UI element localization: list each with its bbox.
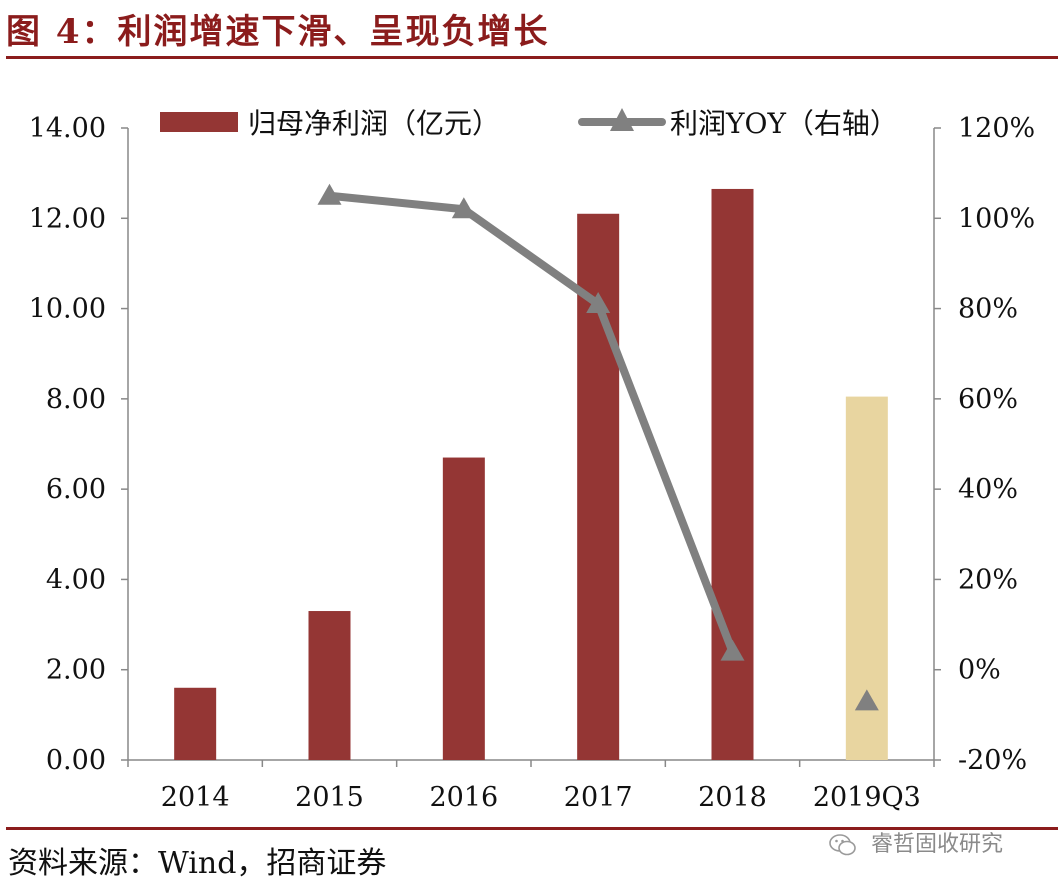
wechat-icon: [829, 834, 856, 856]
bar-2015: [308, 611, 351, 760]
yoy-marker-2019Q3: [854, 689, 879, 711]
legend-swatch-bar: [160, 112, 238, 132]
right-tick-label: -20%: [958, 745, 1027, 776]
x-tick-label: 2017: [564, 782, 633, 813]
left-tick-label: 14.00: [29, 113, 106, 144]
legend-label-line: 利润YOY（右轴）: [670, 107, 898, 140]
right-tick-label: 40%: [958, 474, 1018, 505]
x-tick-label: 2016: [429, 782, 498, 813]
x-tick-label: 2015: [295, 782, 364, 813]
left-tick-label: 2.00: [46, 655, 106, 686]
legend-swatch-marker: [610, 108, 634, 131]
right-tick-label: 80%: [958, 294, 1018, 325]
right-tick-label: 20%: [958, 564, 1018, 595]
source-note: 资料来源：Wind，招商证券: [8, 846, 387, 881]
bar-2018: [711, 188, 754, 760]
footer-divider: [6, 827, 1058, 830]
yoy-marker-2016: [451, 197, 476, 219]
legend-label-bar: 归母净利润（亿元）: [248, 107, 500, 140]
bar-2014: [174, 687, 217, 760]
yoy-marker-2015: [317, 183, 342, 205]
yoy-marker-2018: [720, 639, 745, 661]
left-tick-label: 12.00: [29, 203, 106, 234]
watermark: 睿哲固收研究: [828, 826, 1003, 858]
yoy-marker-2017: [586, 292, 611, 314]
left-tick-label: 4.00: [46, 564, 106, 595]
left-tick-label: 8.00: [46, 384, 106, 415]
title-divider: [6, 56, 1058, 59]
right-tick-label: 100%: [958, 203, 1035, 234]
combo-chart: 0.00 2.00 4.00 6.00 8.00 10.00 12.00 14.00 -20% 0…: [29, 107, 1036, 813]
x-tick-label: 2019Q3: [813, 782, 921, 813]
left-tick-label: 10.00: [29, 294, 106, 325]
figure-title: 图 4：利润增速下滑、呈现负增长: [6, 12, 550, 52]
left-tick-label: 0.00: [46, 745, 106, 776]
yoy-line: [325, 191, 737, 656]
watermark-text: 睿哲固收研究: [871, 832, 1004, 857]
left-tick-label: 6.00: [46, 474, 106, 505]
right-tick-label: 60%: [958, 384, 1018, 415]
x-tick-label: 2014: [161, 782, 230, 813]
bar-2016: [442, 457, 485, 760]
right-tick-label: 120%: [958, 113, 1035, 144]
right-tick-label: 0%: [958, 655, 1001, 686]
x-tick-label: 2018: [698, 782, 767, 813]
